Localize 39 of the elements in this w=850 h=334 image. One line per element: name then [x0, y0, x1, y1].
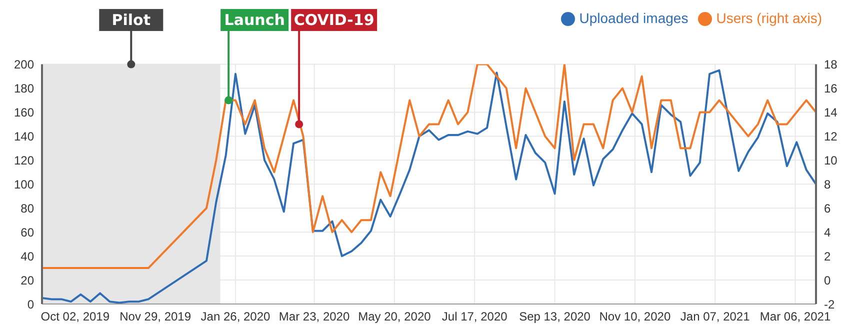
y2-tick-label: 18: [824, 58, 838, 72]
x-tick-label: May 20, 2020: [358, 310, 432, 324]
y-tick-label: 80: [20, 201, 34, 216]
y-tick-label: 140: [14, 129, 34, 144]
band-label: Pilot: [112, 11, 151, 29]
y-tick-label: 100: [14, 177, 34, 192]
y-tick-label: 160: [14, 106, 34, 120]
x-tick-label: Nov 29, 2019: [120, 310, 192, 324]
x-tick-label: Oct 02, 2019: [40, 310, 110, 324]
y-tick-label: 0: [27, 297, 34, 312]
y2-tick-label: 12: [824, 129, 838, 144]
x-tick-label: Nov 10, 2020: [599, 310, 671, 324]
legend-label: Users (right axis): [716, 10, 822, 26]
annotation: COVID-19: [294, 11, 374, 29]
y2-tick-label: 2: [824, 249, 831, 264]
x-tick-label: Sep 13, 2020: [519, 310, 591, 324]
line-series: [42, 64, 816, 270]
y-tick-label: 20: [20, 273, 34, 288]
legend-label: Uploaded images: [579, 10, 688, 26]
y-tick-label: 200: [14, 58, 34, 72]
y2-tick-label: 10: [824, 153, 838, 168]
y2-tick-label: -2: [824, 297, 835, 312]
line-series: [42, 69, 816, 304]
y2-tick-label: 4: [824, 225, 831, 240]
y2-tick-label: 14: [824, 106, 838, 120]
y-tick-label: 120: [14, 153, 34, 168]
x-tick-label: Mar 23, 2020: [278, 310, 350, 324]
y-tick-label: 40: [20, 249, 34, 264]
x-tick-label: Jan 07, 2021: [680, 310, 750, 324]
x-tick-label: Jan 26, 2020: [200, 310, 271, 324]
y2-tick-label: 16: [824, 82, 838, 96]
annotation: Launch: [224, 11, 285, 29]
y2-tick-label: 8: [824, 177, 831, 192]
x-tick-label: Mar 06, 2021: [760, 310, 831, 324]
x-tick-label: Jul 17, 2020: [442, 310, 508, 324]
y2-tick-label: 6: [824, 201, 831, 216]
y-tick-label: 180: [14, 82, 34, 96]
y2-tick-label: 0: [824, 273, 831, 288]
y-tick-label: 60: [20, 225, 34, 240]
